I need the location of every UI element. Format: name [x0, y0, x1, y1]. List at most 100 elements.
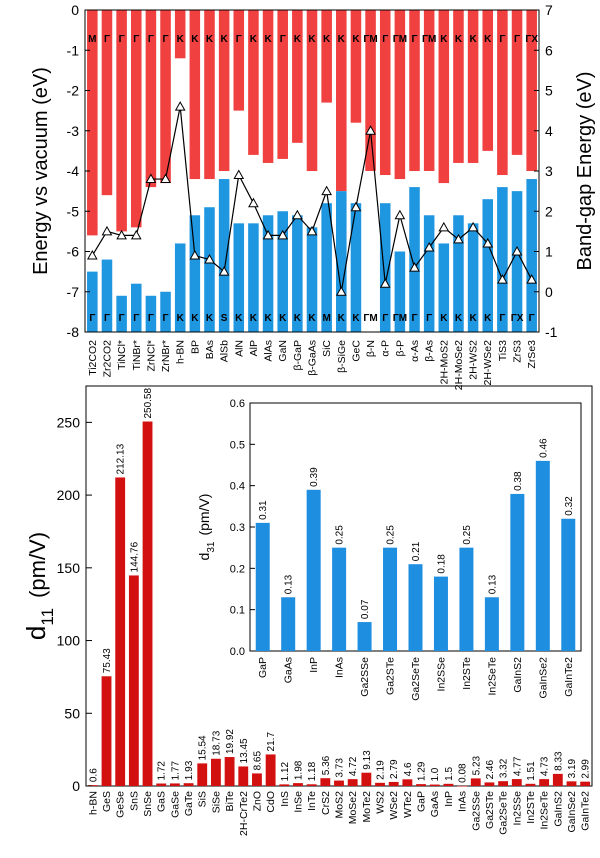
bottom-category-label: GaInTe2 — [580, 791, 592, 831]
d11-value-label: 4.73 — [540, 756, 551, 776]
vbm-bar — [262, 215, 274, 332]
band-gap-point — [204, 254, 215, 264]
band-gap-point — [453, 233, 464, 244]
cbm-bar — [130, 10, 142, 228]
cbm-kpoint-label: K — [264, 34, 272, 45]
top-category-label: SiC — [321, 340, 333, 357]
d11-bar — [306, 784, 317, 786]
d11-value-label: 0.08 — [458, 763, 469, 783]
cbm-kpoint-label: K — [191, 34, 199, 45]
vbm-kpoint-label: K — [191, 313, 199, 324]
band-gap-series — [86, 101, 538, 296]
d11-value-label: 1.51 — [526, 761, 537, 781]
inset-category-labels: GaP GaAs InP InAs Ga2SSe Ga2STe Ga2SeTe In2SSe I… — [257, 657, 575, 701]
inset-y-tick-label: 0.3 — [230, 522, 245, 534]
d11-bar — [429, 784, 440, 786]
inset-category-label: In2SeTe — [486, 657, 498, 696]
top-category-label: 2H-WSe2 — [482, 340, 494, 386]
cbm-kpoint-label: K — [221, 34, 229, 45]
d31-bar — [408, 564, 423, 651]
vbm-bar — [218, 179, 230, 332]
cbm-bar — [87, 10, 98, 236]
d31-bar — [510, 493, 525, 651]
d11-subscript: 11 — [38, 608, 57, 626]
band-gap-point — [189, 250, 201, 260]
d11-bar — [279, 784, 290, 786]
inset-category-label: InAs — [334, 657, 346, 678]
d11-bar — [320, 778, 331, 786]
top-y-tick-label: -7 — [67, 284, 80, 300]
bottom-category-label: GaS — [156, 791, 168, 812]
cbm-bar — [365, 10, 376, 171]
vbm-bar — [336, 191, 347, 332]
d31-value-label: 0.25 — [462, 525, 473, 545]
d11-value-label: 15.54 — [198, 735, 209, 760]
top-category-label: β-P — [394, 340, 406, 357]
band-gap-point — [379, 278, 391, 288]
cbm-bar — [160, 10, 171, 184]
d11-value-label: 3.73 — [335, 758, 346, 778]
bottom-category-label: MoSe2 — [347, 791, 359, 824]
vbm-kpoint-label: Γ — [119, 313, 125, 324]
d11-bar — [416, 784, 426, 786]
cbm-kpoint-label: Γ — [499, 34, 505, 45]
band-alignment-chart: MΓΓΓΓΓΓΓΓΓΓΓKKKKKKKSΓKKKKKΓKKKKKKMKKKKΓM… — [30, 2, 596, 390]
inset-y-axis: 0.0 0.1 0.2 0.3 0.4 0.5 0.6 — [230, 398, 255, 658]
inset-category-label: InP — [308, 657, 320, 673]
vbm-bar — [511, 191, 523, 332]
cbm-kpoint-label: K — [250, 34, 258, 45]
band-gap-point — [438, 221, 450, 232]
top-y2-tick-label: 7 — [545, 2, 553, 18]
cbm-bar — [379, 10, 391, 176]
d31-bar — [484, 597, 499, 651]
vbm-kpoint-label: Γ — [529, 313, 535, 324]
inset-category-label: Ga2SSe — [359, 657, 371, 697]
d31-bar — [357, 622, 372, 651]
bottom-category-label: InSe — [292, 791, 304, 813]
vbm-bar — [423, 215, 435, 332]
d31-value-label: 0.46 — [538, 438, 549, 458]
d31-value-label: 0.21 — [411, 541, 422, 561]
band-gap-point — [145, 173, 157, 184]
d11-value-label: 3.19 — [567, 758, 578, 778]
vbm-bar — [438, 243, 450, 332]
cbm-bar — [423, 10, 435, 171]
cbm-kpoint-label: Γ — [163, 34, 169, 45]
bottom-category-label: Ga2SSe — [470, 791, 482, 831]
top-y-tick-label: 0 — [71, 2, 79, 18]
band-gap-point — [174, 101, 186, 111]
d11-value-label: 9.13 — [362, 750, 373, 770]
bottom-y-tick-label: 0 — [72, 778, 80, 794]
d31-value-label: 0.13 — [487, 574, 498, 594]
vbm-kpoint-label: Γ — [499, 313, 505, 324]
d31-value-label: 0.39 — [309, 467, 320, 487]
d31-bar — [255, 522, 270, 651]
vbm-bar — [306, 227, 318, 332]
vbm-kpoint-label: K — [279, 313, 287, 324]
d11-bar — [539, 779, 550, 786]
d11-value-label: 2.46 — [485, 760, 496, 780]
vbm-kpoint-label: Γ — [89, 313, 95, 324]
top-category-label: β-GaP — [292, 340, 304, 371]
band-gap-point — [277, 229, 289, 240]
vbm-bar — [189, 215, 201, 332]
band-gap-point — [482, 237, 494, 248]
top-y2-tick-label: 3 — [545, 163, 553, 179]
d11-value-label: 1.29 — [417, 761, 428, 781]
band-gap-point — [335, 286, 347, 296]
d31-bars: 0.31 0.13 0.39 0.25 0.07 0.25 0.21 0.18 0.25 0.13… — [255, 438, 576, 651]
top-category-label: β-As — [424, 340, 436, 362]
cbm-bar — [189, 10, 201, 180]
d11-value-label: 1.72 — [157, 761, 168, 781]
vbm-bar — [497, 187, 508, 332]
d31-value-label: 0.25 — [386, 525, 397, 545]
d31-bar — [535, 460, 550, 651]
d11-value-label: 21.7 — [266, 732, 277, 752]
d11-bar — [334, 780, 344, 786]
d11-value-label: 75.43 — [102, 648, 113, 673]
kpoint-labels: MΓΓΓΓΓΓΓΓΓΓΓKKKKKKKSΓKKKKKΓKKKKKKMKKKKΓM… — [88, 34, 538, 324]
bottom-category-label: BiTe — [224, 791, 236, 812]
cbm-bar — [321, 10, 332, 103]
cbm-bar — [438, 10, 450, 184]
top-y2-tick-label: 2 — [545, 203, 553, 219]
